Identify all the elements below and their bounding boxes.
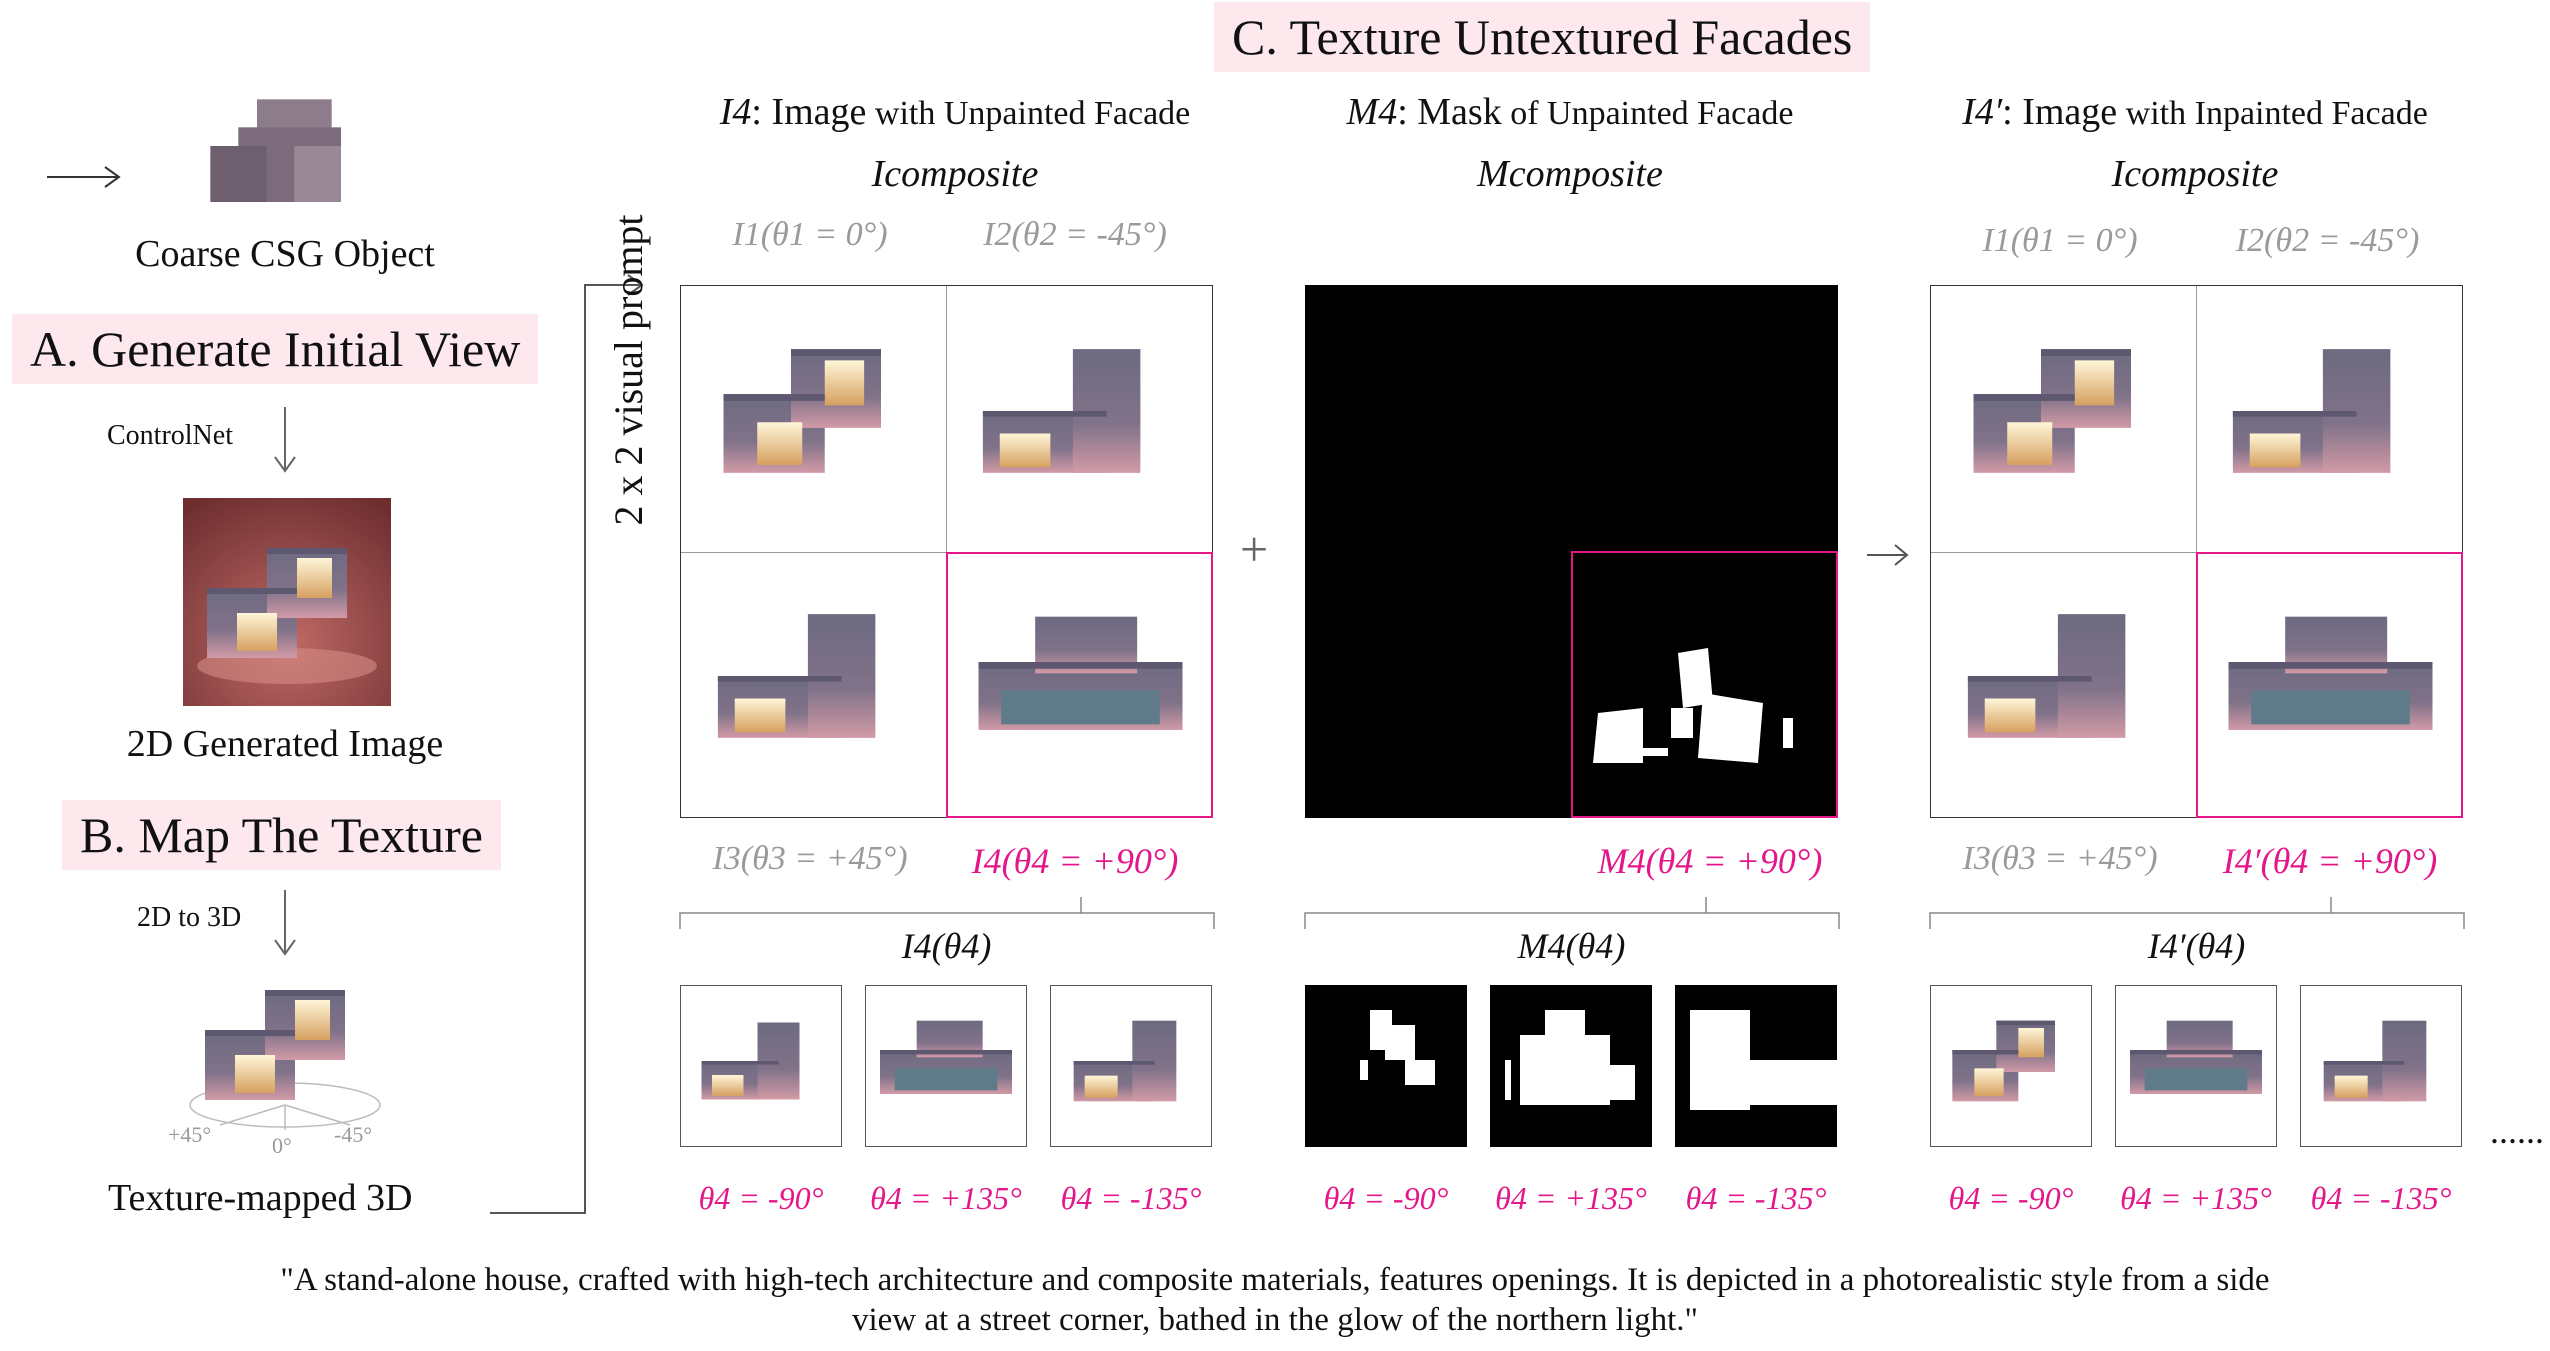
panel1-symbol: I4 xyxy=(719,91,752,133)
caption-line-2: view at a street corner, bathed in the g… xyxy=(851,1302,1699,1338)
panel2-angle-3: θ4 = -135° xyxy=(1685,1180,1827,1216)
panel1-colon: : xyxy=(751,91,772,133)
plus-icon: + xyxy=(1240,521,1269,577)
panel1-thumb-1 xyxy=(680,985,842,1147)
panel3-bracket-label: I4′(θ4) xyxy=(2147,926,2246,966)
panel1-bracket-label: I4(θ4) xyxy=(901,926,992,966)
panel1-br-label: I4(θ4 = +90°) xyxy=(971,841,1179,881)
section-a-title: A. Generate Initial View xyxy=(12,314,539,384)
panel1-angle-2: θ4 = +135° xyxy=(870,1180,1022,1216)
section-c-title: C. Texture Untextured Facades xyxy=(1214,2,1871,72)
panel1-divider-h xyxy=(681,552,946,553)
panel1-header-rest: with Unpainted Facade xyxy=(866,95,1191,132)
panel3-grid xyxy=(1930,285,2463,818)
panel3-tr-label: I2(θ2 = -45°) xyxy=(2235,222,2420,259)
texture-mapped-3d-label: Texture-mapped 3D xyxy=(108,1177,413,1219)
panel2-header-big: Mask xyxy=(1417,91,1502,133)
panel2-bracket xyxy=(1304,897,1840,929)
csg-object-label: Coarse CSG Object xyxy=(135,233,435,275)
panel2-angle-2: θ4 = +135° xyxy=(1495,1180,1647,1216)
caption-line-1: "A stand-alone house, crafted with high-… xyxy=(280,1262,2270,1298)
panel2-thumb-1 xyxy=(1305,985,1467,1147)
panel3-divider-h xyxy=(1931,552,2196,553)
panel1-bracket xyxy=(679,897,1215,929)
panel3-thumb-3 xyxy=(2300,985,2462,1147)
panel3-composite: Icomposite xyxy=(2111,153,2279,195)
panel3-bracket xyxy=(1929,897,2465,929)
panel1-grid xyxy=(680,285,1213,818)
controlnet-label: ControlNet xyxy=(107,420,233,451)
panel1-angle-3: θ4 = -135° xyxy=(1060,1180,1202,1216)
panel1-header-big: Image xyxy=(771,91,867,133)
panel2-symbol: M4 xyxy=(1346,91,1398,133)
csg-object-image xyxy=(210,99,341,202)
panel3-angle-1: θ4 = -90° xyxy=(1948,1180,2074,1216)
panel1-tr-label: I2(θ2 = -45°) xyxy=(983,216,1167,253)
panel3-thumb-2 xyxy=(2115,985,2277,1147)
panel1-divider-v xyxy=(946,286,947,552)
panel3-br-label: I4′(θ4 = +90°) xyxy=(2222,841,2438,881)
panel1-view-4 xyxy=(978,616,1183,730)
panel3-view-1 xyxy=(1973,349,2131,473)
panel3-view-2 xyxy=(2232,349,2391,473)
2d-to-3d-label: 2D to 3D xyxy=(137,902,242,933)
panel2-mask-highlight xyxy=(1571,551,1838,818)
visual-prompt-label: 2 x 2 visual prompt xyxy=(606,214,651,526)
panel3-symbol: I4′ xyxy=(1962,91,2003,133)
panel1-composite: Icomposite xyxy=(871,153,1039,195)
panel3-angle-2: θ4 = +135° xyxy=(2120,1180,2272,1216)
generated-image-label: 2D Generated Image xyxy=(126,723,444,765)
panel2-mask-grid xyxy=(1305,285,1838,818)
panel1-view-1 xyxy=(723,349,881,473)
panel2-header: M4: Mask of Unpainted Facade xyxy=(1290,90,1850,134)
panel1-view-4-highlight xyxy=(946,552,1213,818)
panel3-angle-3: θ4 = -135° xyxy=(2310,1180,2452,1216)
panel2-angle-1: θ4 = -90° xyxy=(1323,1180,1449,1216)
panel3-divider-v xyxy=(2196,286,2197,552)
panel2-colon: : xyxy=(1397,91,1418,133)
panel1-header: I4: Image with Unpainted Facade xyxy=(680,90,1230,134)
panel2-mask-4 xyxy=(1593,648,1793,763)
panel2-bracket-label: M4(θ4) xyxy=(1517,926,1626,966)
panel1-thumb-3 xyxy=(1050,985,1212,1147)
angle-center-label: 0° xyxy=(272,1133,292,1158)
panel3-thumb-1 xyxy=(1930,985,2092,1147)
panel3-bl-label: I3(θ3 = +45°) xyxy=(1962,840,2158,877)
panel2-br-label: M4(θ4 = +90°) xyxy=(1597,841,1823,881)
angle-left-label: +45° xyxy=(168,1122,212,1147)
panel1-view-3 xyxy=(717,614,876,738)
section-b-title: B. Map The Texture xyxy=(62,800,501,870)
panel2-header-rest: of Unpainted Facade xyxy=(1501,95,1794,132)
panel2-composite: Mcomposite xyxy=(1477,153,1663,195)
panel1-angle-1: θ4 = -90° xyxy=(698,1180,824,1216)
angle-right-label: -45° xyxy=(334,1122,373,1147)
panel1-thumb-2 xyxy=(865,985,1027,1147)
panel1-bl-label: I3(θ3 = +45°) xyxy=(712,840,908,877)
panel3-view-3 xyxy=(1967,614,2126,738)
texture-mapped-3d-image xyxy=(189,990,381,1130)
down-arrow-icon xyxy=(274,407,296,473)
panel3-view-4-highlight xyxy=(2196,552,2463,818)
panel1-tl-label: I1(θ1 = 0°) xyxy=(732,216,888,253)
panel3-header-rest: with Inpainted Facade xyxy=(2117,95,2428,132)
panel3-tl-label: I1(θ1 = 0°) xyxy=(1982,222,2138,259)
panel3-colon: : xyxy=(2002,91,2023,133)
input-arrow-icon xyxy=(47,166,121,188)
panel3-view-4 xyxy=(2228,616,2433,730)
panel3-header: I4′: Image with Inpainted Facade xyxy=(1915,90,2475,134)
right-arrow-icon xyxy=(1867,544,1909,566)
panel2-thumb-2 xyxy=(1490,985,1652,1147)
panel3-header-big: Image xyxy=(2022,91,2118,133)
down-arrow-icon-2 xyxy=(274,890,296,956)
connector-arrow-icon xyxy=(490,274,644,1214)
panel2-thumb-3 xyxy=(1675,985,1837,1147)
panel1-view-2 xyxy=(982,349,1141,473)
generated-image xyxy=(183,498,391,706)
ellipsis: ...... xyxy=(2490,1111,2544,1151)
